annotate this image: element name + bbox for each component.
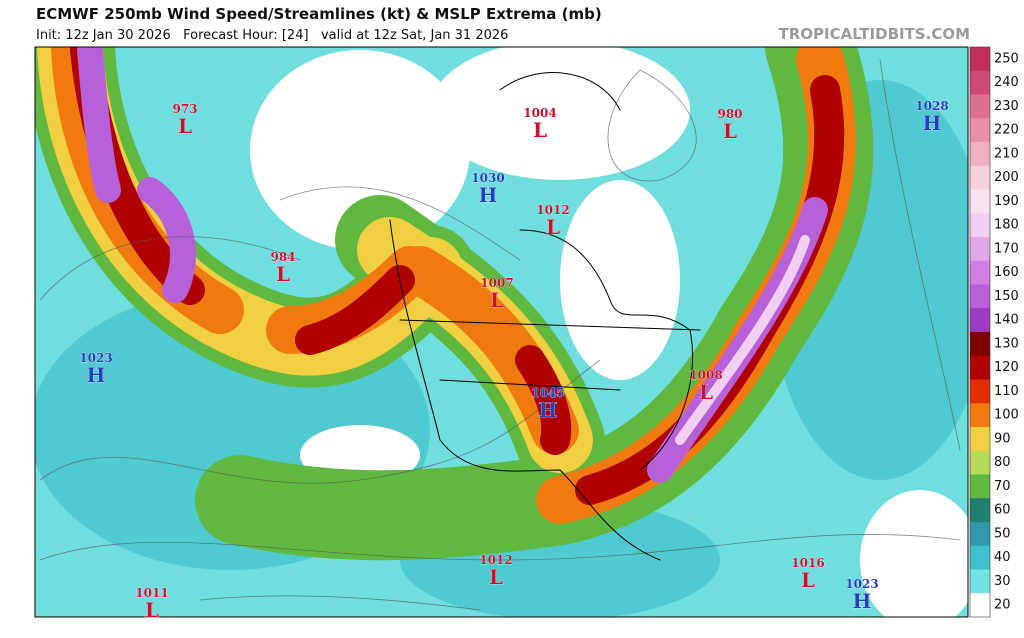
- extremum-value: 1008: [689, 368, 722, 382]
- colorbar-swatch: [970, 427, 990, 452]
- colorbar-swatch: [970, 593, 990, 618]
- extremum-type: L: [723, 119, 737, 143]
- extremum-type: H: [923, 111, 942, 135]
- colorbar-swatch: [970, 118, 990, 143]
- colorbar-label: 140: [994, 313, 1019, 328]
- extremum-type: L: [699, 380, 713, 404]
- colorbar-label: 80: [994, 455, 1011, 470]
- title: ECMWF 250mb Wind Speed/Streamlines (kt) …: [36, 5, 602, 23]
- extremum-value: 1016: [791, 556, 824, 570]
- colorbar: 250 240 230 220 210 200 190 180 170 160 150 140 130 1…: [969, 46, 1019, 618]
- source: TROPICALTIDBITS.COM: [779, 25, 971, 43]
- extremum-value: 973: [172, 102, 197, 116]
- colorbar-swatch: [970, 142, 990, 167]
- colorbar-swatch: [970, 213, 990, 238]
- colorbar-swatch: [970, 355, 990, 380]
- extremum-value: 1011: [135, 586, 168, 600]
- colorbar-label: 200: [994, 170, 1019, 185]
- extremum-value: 1023: [79, 351, 112, 365]
- extremum-value: 1004: [523, 106, 556, 120]
- colorbar-swatch: [970, 165, 990, 190]
- map-frame: [34, 46, 969, 618]
- colorbar-label: 210: [994, 146, 1019, 161]
- colorbar-label: 50: [994, 526, 1011, 541]
- colorbar-swatch: [970, 379, 990, 404]
- extremum-type: H: [479, 183, 498, 207]
- extremum-type: L: [533, 118, 547, 142]
- extremum-value: 1045: [531, 386, 564, 400]
- colorbar-label: 40: [994, 550, 1011, 565]
- extremum-type: H: [539, 398, 558, 422]
- extremum-value: 1023: [845, 577, 878, 591]
- colorbar-swatch: [970, 308, 990, 333]
- colorbar-label: 60: [994, 503, 1011, 518]
- extremum-type: L: [801, 568, 815, 592]
- colorbar-label: 130: [994, 336, 1019, 351]
- extremum-type: H: [87, 363, 106, 387]
- colorbar-swatch: [970, 70, 990, 95]
- colorbar-label: 110: [994, 384, 1019, 399]
- extremum-type: L: [145, 598, 159, 622]
- map: [35, 47, 968, 617]
- colorbar-label: 170: [994, 241, 1019, 256]
- extremum-value: 1007: [480, 276, 513, 290]
- extremum-value: 1012: [536, 203, 569, 217]
- extremum-type: H: [853, 589, 872, 613]
- colorbar-label: 180: [994, 218, 1019, 233]
- extremum-type: L: [276, 262, 290, 286]
- colorbar-swatch: [970, 284, 990, 309]
- colorbar-swatch: [970, 569, 990, 594]
- colorbar-swatch: [970, 450, 990, 475]
- extremum-value: 1028: [915, 99, 948, 113]
- colorbar-label: 190: [994, 194, 1019, 209]
- colorbar-swatch: [970, 498, 990, 523]
- colorbar-label: 120: [994, 360, 1019, 375]
- colorbar-label: 230: [994, 99, 1019, 114]
- colorbar-label: 90: [994, 431, 1011, 446]
- colorbar-swatch: [970, 474, 990, 499]
- colorbar-label: 150: [994, 289, 1019, 304]
- extremum-value: 984: [270, 250, 295, 264]
- colorbar-swatch: [970, 260, 990, 285]
- colorbar-swatch: [970, 545, 990, 570]
- extremum-value: 1030: [471, 171, 504, 185]
- colorbar-swatch: [970, 94, 990, 119]
- colorbar-label: 220: [994, 123, 1019, 138]
- extremum-type: L: [489, 565, 503, 589]
- colorbar-label: 30: [994, 574, 1011, 589]
- colorbar-swatch: [970, 522, 990, 547]
- colorbar-swatch: [970, 47, 990, 72]
- extremum-value: 980: [717, 107, 742, 121]
- colorbar-swatch: [970, 237, 990, 262]
- colorbar-label: 160: [994, 265, 1019, 280]
- colorbar-label: 70: [994, 479, 1011, 494]
- subtitle: Init: 12z Jan 30 2026 Forecast Hour: [24…: [36, 28, 508, 43]
- extremum-type: L: [490, 288, 504, 312]
- colorbar-label: 20: [994, 598, 1011, 613]
- colorbar-label: 250: [994, 51, 1019, 66]
- colorbar-label: 240: [994, 75, 1019, 90]
- colorbar-swatch: [970, 403, 990, 428]
- colorbar-label: 100: [994, 408, 1019, 423]
- colorbar-swatch: [970, 332, 990, 357]
- colorbar-swatch: [970, 189, 990, 214]
- colorbar-frame: [969, 46, 991, 618]
- extremum-type: L: [546, 215, 560, 239]
- extremum-type: L: [178, 114, 192, 138]
- extremum-value: 1012: [479, 553, 512, 567]
